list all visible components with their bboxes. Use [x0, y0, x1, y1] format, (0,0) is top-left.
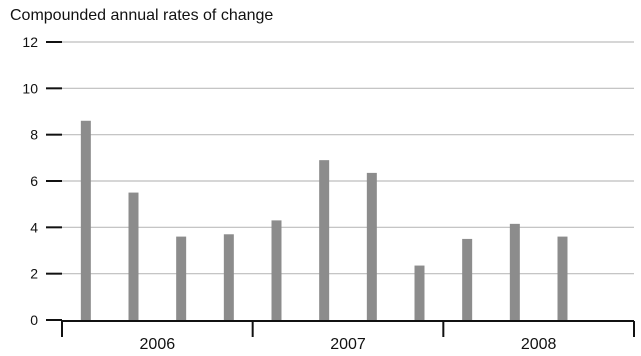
- x-tick-label: 2007: [330, 336, 366, 353]
- y-tick-label: 2: [30, 266, 38, 282]
- bar: [128, 192, 139, 320]
- bar: [366, 172, 377, 320]
- y-tick-label: 4: [30, 219, 38, 235]
- bar: [176, 236, 187, 320]
- bar: [509, 223, 520, 320]
- y-tick-label: 10: [22, 80, 38, 96]
- bar: [414, 265, 425, 320]
- y-tick-label: 0: [30, 312, 38, 328]
- x-tick-label: 2008: [521, 336, 557, 353]
- y-tick-label: 8: [30, 127, 38, 143]
- bar: [462, 238, 473, 320]
- y-tick-label: 6: [30, 173, 38, 189]
- bar: [557, 236, 568, 320]
- x-tick-label: 2006: [140, 336, 176, 353]
- bar: [223, 234, 234, 320]
- bar: [80, 120, 91, 321]
- bar: [271, 220, 282, 320]
- bar: [319, 160, 330, 320]
- chart-title: Compounded annual rates of change: [10, 7, 274, 24]
- y-tick-label: 12: [22, 34, 38, 50]
